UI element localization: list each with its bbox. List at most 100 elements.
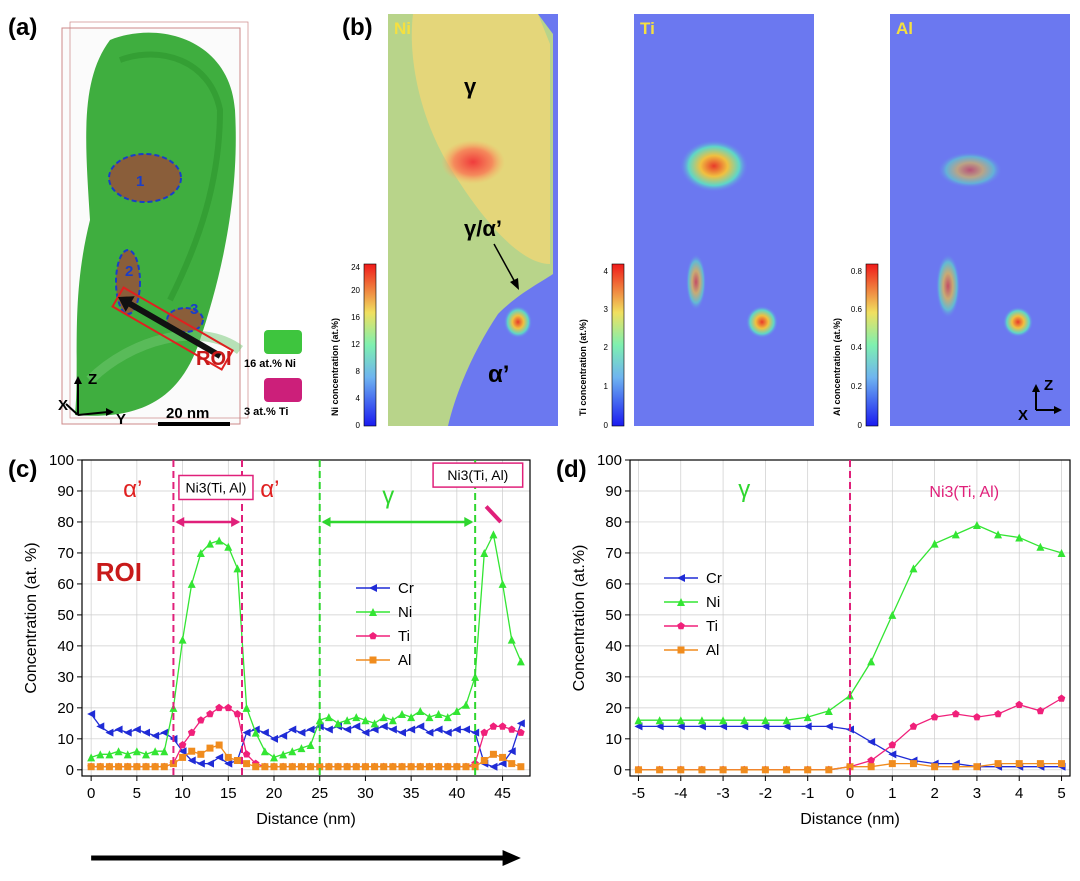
interface-label: γ/α’ (464, 216, 502, 241)
ni-swatch (264, 330, 302, 354)
data-point-cr (114, 725, 123, 734)
legend-label: Ti (706, 618, 718, 635)
y-tick-label: 40 (605, 638, 622, 655)
ni3-annotation-2: Ni3(Ti, Al) (447, 467, 508, 483)
ti-map: Ti (634, 14, 814, 426)
data-point-al (656, 766, 664, 774)
data-point-al (1015, 760, 1023, 768)
data-point-cr (151, 731, 160, 740)
x-tick-label: -2 (759, 785, 772, 802)
x-tick-label: 15 (220, 785, 237, 802)
panel-a-label: (a) (8, 14, 38, 41)
x-axis-label: Distance (nm) (256, 811, 356, 828)
roi-label: ROI (196, 348, 232, 370)
data-point-al (994, 760, 1002, 768)
data-point-cr (489, 762, 498, 771)
data-point-ni (233, 564, 242, 573)
data-point-cr (352, 722, 361, 731)
data-point-ni (242, 703, 251, 712)
data-point-cr (824, 722, 833, 731)
data-point-al (307, 763, 315, 771)
y-tick-label: 60 (57, 576, 74, 593)
y-tick-label: 0 (614, 762, 622, 779)
data-point-al (206, 744, 214, 752)
axis-x: X (58, 397, 68, 414)
data-point-ni (498, 579, 507, 588)
data-point-ti (973, 713, 981, 721)
data-point-ni (452, 706, 461, 715)
data-point-ni (352, 713, 361, 722)
data-point-ti (1057, 694, 1066, 702)
chart-d: -5 -4 -3 -2 -1 0 1 2 3 4 50102030405060708090100Di… (571, 452, 1071, 828)
data-point-ti (215, 703, 223, 712)
data-point-ti (489, 722, 498, 730)
gamma-annotation: γ (382, 482, 394, 509)
axis-y: Y (116, 411, 126, 428)
alpha-label: α’ (488, 361, 509, 388)
data-point-al (343, 763, 351, 771)
data-point-ni (634, 716, 643, 725)
al-colorbar: 0 0.2 0.4 0.6 0.8 Al concentration (at.%… (832, 263, 879, 430)
data-point-ni (297, 744, 306, 753)
ni-colorbar-label: Ni concentration (at.%) (330, 318, 340, 416)
data-point-ni (1015, 533, 1024, 542)
data-point-al (888, 760, 896, 768)
x-axis-label: Distance (nm) (800, 811, 900, 828)
precipitate-1 (108, 153, 182, 203)
y-tick-label: 100 (49, 452, 74, 469)
data-point-al (783, 766, 791, 774)
data-point-ti (507, 725, 516, 733)
legend-marker (677, 574, 685, 582)
data-point-cr (782, 722, 791, 731)
data-point-al (499, 753, 507, 761)
data-point-ni (370, 719, 379, 728)
data-point-al (909, 760, 917, 768)
data-point-ti (206, 710, 214, 718)
legend-label: Al (706, 642, 719, 659)
x-tick-label: 2 (930, 785, 938, 802)
svg-text:0.4: 0.4 (851, 343, 863, 352)
x-tick-label: -3 (716, 785, 729, 802)
data-point-al (188, 747, 196, 755)
data-point-ni (343, 716, 352, 725)
data-point-cr (343, 725, 352, 734)
ni3-annotation: Ni3(Ti, Al) (929, 484, 999, 501)
data-point-ti (178, 741, 187, 749)
svg-text:0.2: 0.2 (851, 382, 863, 391)
data-point-ni (489, 530, 498, 539)
data-point-al (804, 766, 812, 774)
data-point-ti (480, 728, 489, 736)
ni-map-title: Ni (394, 19, 411, 38)
x-tick-label: 5 (133, 785, 141, 802)
gamma-label: γ (464, 74, 477, 99)
data-point-al (508, 760, 516, 768)
data-point-cr (719, 722, 728, 731)
data-point-ni (407, 713, 416, 722)
data-point-cr (142, 728, 150, 737)
al-map: Al Z X (890, 14, 1070, 426)
data-point-al (279, 763, 287, 771)
svg-text:4: 4 (604, 267, 609, 276)
data-point-cr (761, 722, 770, 731)
data-point-cr (407, 725, 416, 734)
data-point-al (179, 753, 187, 761)
data-point-cr (87, 710, 96, 719)
data-point-ni (1057, 548, 1066, 557)
data-point-ni (740, 716, 749, 725)
alpha-annotation-right: α’ (260, 476, 279, 503)
legend-label: Ni (398, 604, 412, 621)
ni3-box-1 (178, 474, 254, 501)
data-point-cr (297, 728, 306, 737)
al-map-title: Al (896, 19, 913, 38)
data-point-cr (279, 731, 288, 740)
x-tick-label: 45 (494, 785, 511, 802)
data-point-ni (516, 657, 525, 666)
data-point-cr (306, 725, 315, 734)
data-point-al (489, 750, 497, 758)
legend-marker (369, 632, 377, 640)
data-point-al (398, 763, 406, 771)
data-point-ni (507, 635, 516, 644)
ni3-box-2 (432, 462, 524, 488)
data-point-cr (370, 725, 379, 734)
data-point-al (867, 763, 875, 771)
